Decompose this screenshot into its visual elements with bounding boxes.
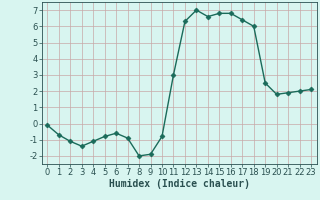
X-axis label: Humidex (Indice chaleur): Humidex (Indice chaleur) — [109, 179, 250, 189]
